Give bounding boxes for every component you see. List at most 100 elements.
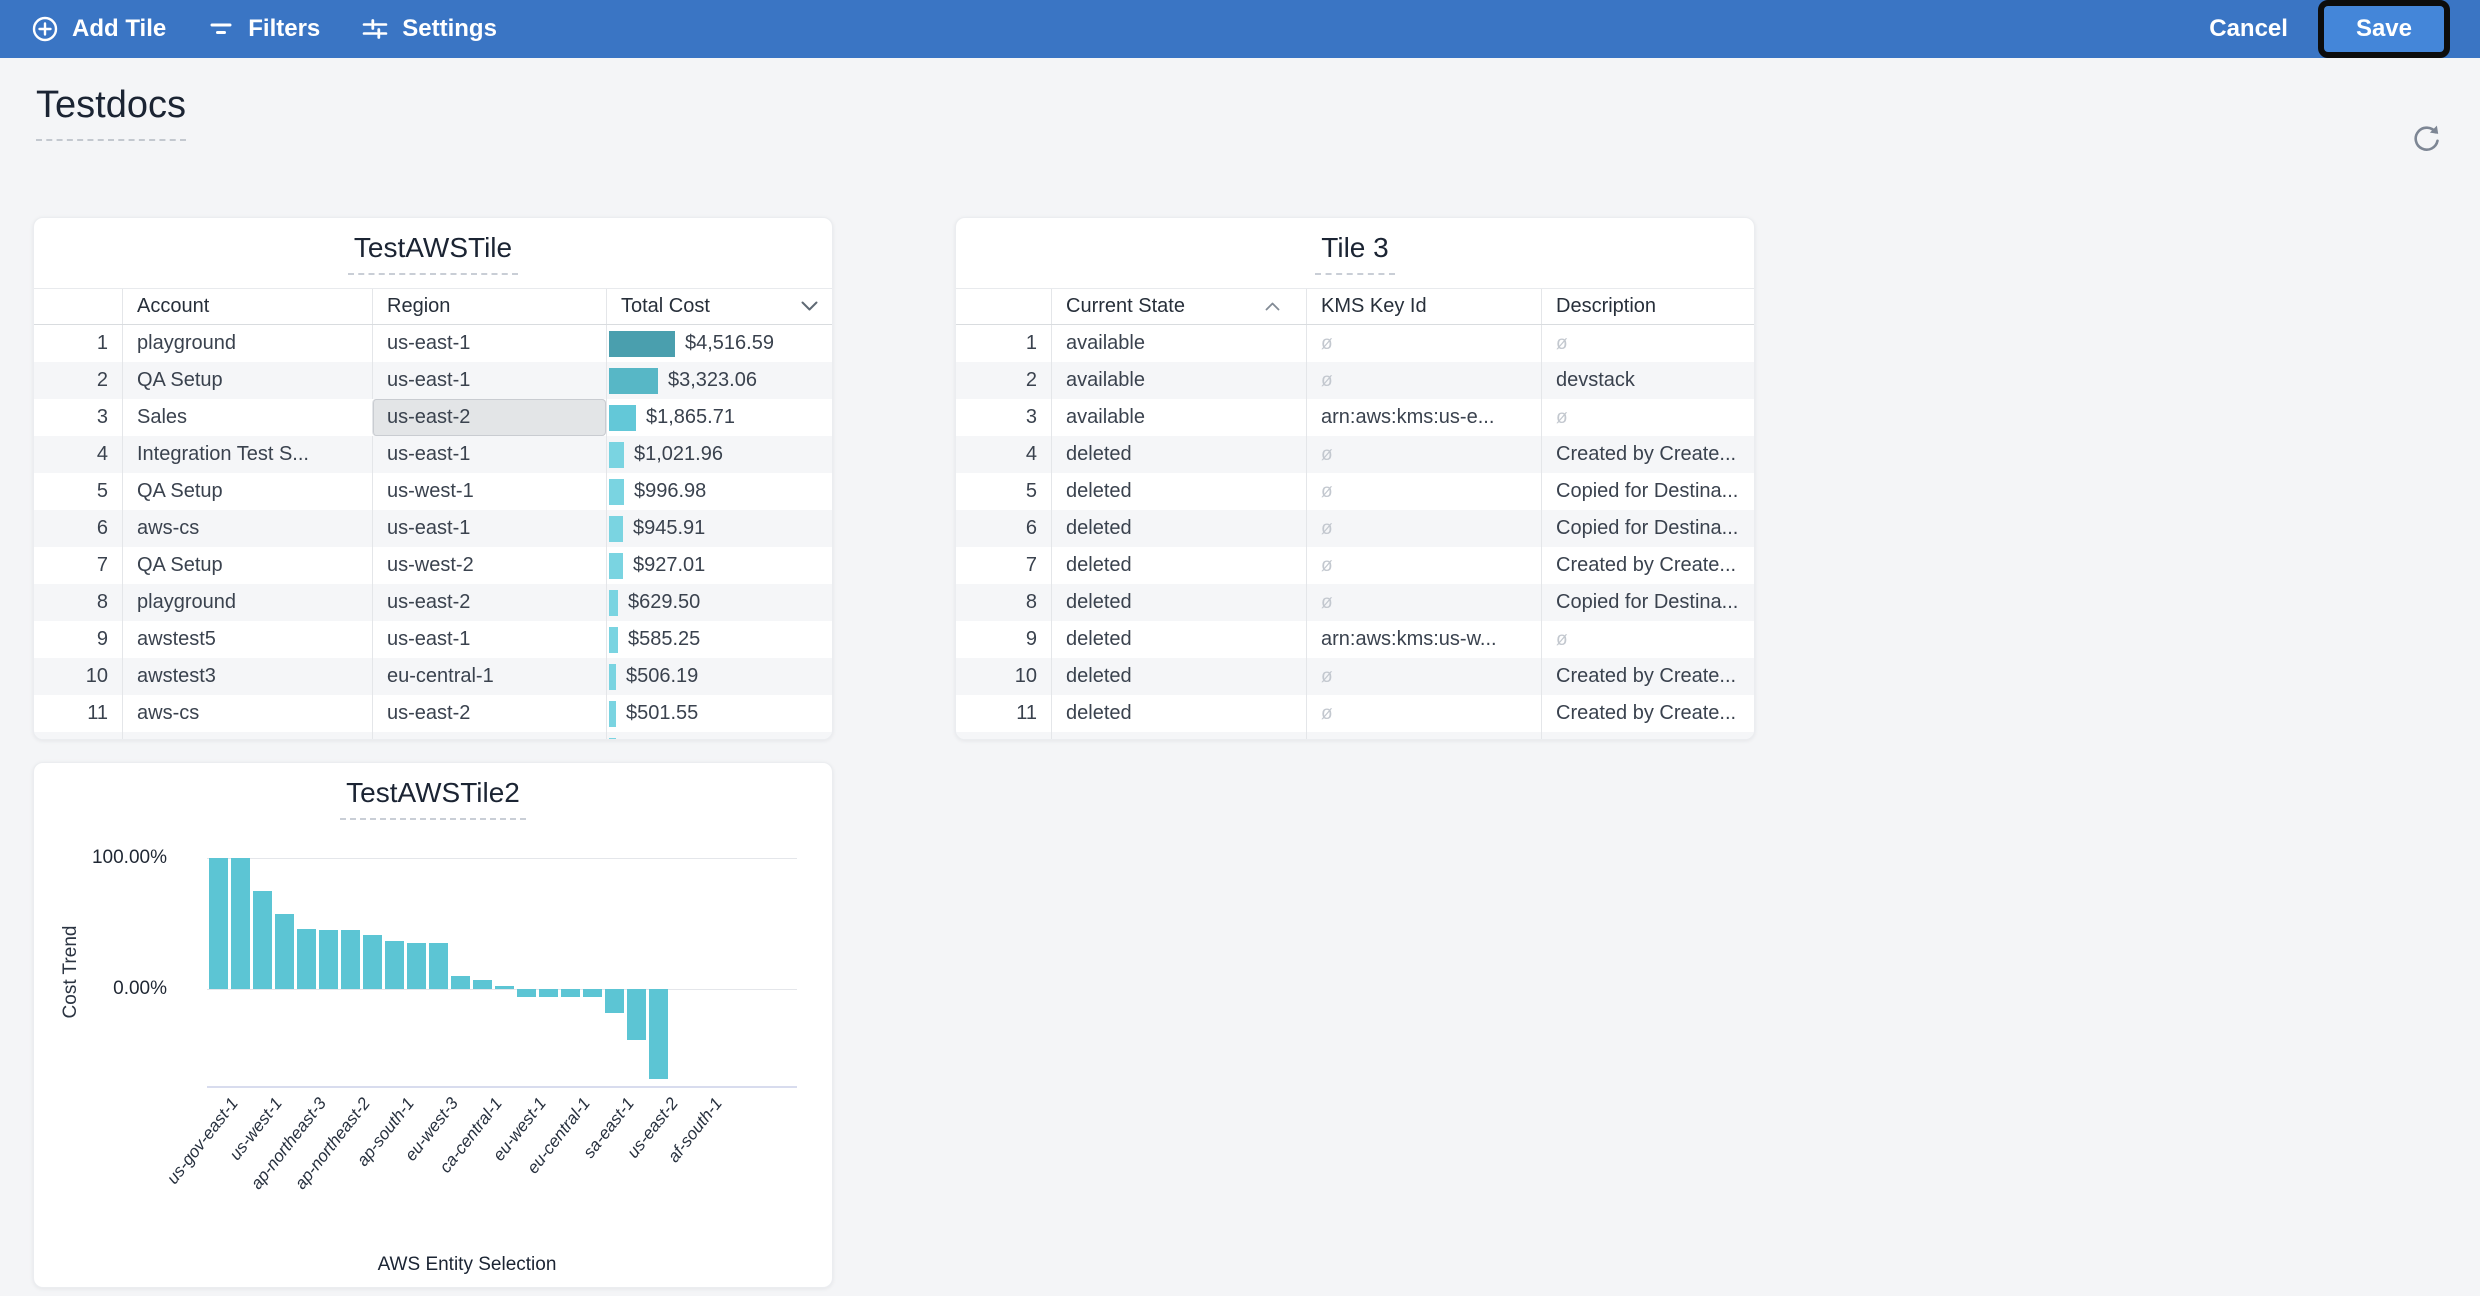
chevron-down-icon[interactable] — [801, 301, 818, 312]
chart-bar[interactable] — [649, 989, 668, 1080]
chart-bar[interactable] — [231, 858, 250, 989]
chart-bar[interactable] — [407, 943, 426, 989]
chart-bar[interactable] — [451, 975, 470, 989]
cell-total-cost[interactable]: $996.98 — [606, 473, 832, 510]
cell-account[interactable]: playground — [122, 325, 372, 362]
chart-bar[interactable] — [341, 930, 360, 989]
column-header-kms-key-id[interactable]: KMS Key Id — [1306, 289, 1541, 324]
chart-bar[interactable] — [429, 943, 448, 989]
cell-desc[interactable]: ø — [1541, 325, 1754, 362]
cell-state[interactable]: available — [1051, 362, 1306, 399]
tile2-title[interactable]: Tile 3 — [1315, 232, 1395, 275]
add-tile-button[interactable]: Add Tile — [30, 14, 166, 44]
column-header-account[interactable]: Account — [122, 289, 372, 324]
cell-account[interactable]: QA Setup — [122, 473, 372, 510]
cell-desc[interactable]: ø — [1541, 399, 1754, 436]
cell-desc[interactable] — [1541, 732, 1754, 739]
chart-bar[interactable] — [605, 989, 624, 1013]
cell-desc[interactable]: ø — [1541, 621, 1754, 658]
page-title[interactable]: Testdocs — [36, 84, 186, 141]
cell-total-cost[interactable]: $927.01 — [606, 547, 832, 584]
chart-bar[interactable] — [495, 986, 514, 989]
cell-account[interactable] — [122, 732, 372, 739]
cancel-button[interactable]: Cancel — [2209, 15, 2288, 42]
cell-state[interactable]: available — [1051, 325, 1306, 362]
cell-desc[interactable]: Copied for Destina... — [1541, 584, 1754, 621]
cell-account[interactable]: playground — [122, 584, 372, 621]
chart-bar[interactable] — [583, 989, 602, 997]
chart-bar[interactable] — [517, 989, 536, 997]
cell-state[interactable]: deleted — [1051, 436, 1306, 473]
refresh-button[interactable] — [2410, 122, 2442, 157]
cell-total-cost[interactable]: $1,865.71 — [606, 399, 832, 436]
cell-region[interactable]: us-east-2 — [372, 695, 606, 732]
cell-account[interactable]: aws-cs — [122, 510, 372, 547]
tile1-title[interactable]: TestAWSTile — [347, 232, 519, 275]
chart-bar[interactable] — [319, 930, 338, 989]
cell-state[interactable]: deleted — [1051, 510, 1306, 547]
cell-region[interactable]: us-east-2 — [372, 399, 606, 436]
cell-desc[interactable]: Created by Create... — [1541, 436, 1754, 473]
cell-state[interactable] — [1051, 732, 1306, 739]
cell-region[interactable]: eu-central-1 — [372, 658, 606, 695]
cell-total-cost[interactable]: $4,516.59 — [606, 325, 832, 362]
cell-total-cost[interactable]: $945.91 — [606, 510, 832, 547]
cell-state[interactable]: deleted — [1051, 621, 1306, 658]
cell-state[interactable]: deleted — [1051, 547, 1306, 584]
chart-bar[interactable] — [363, 935, 382, 989]
chart-bar[interactable] — [385, 940, 404, 989]
cell-kms[interactable]: arn:aws:kms:us-e... — [1306, 399, 1541, 436]
cell-desc[interactable]: devstack — [1541, 362, 1754, 399]
cell-account[interactable]: awstest5 — [122, 621, 372, 658]
cell-account[interactable]: QA Setup — [122, 362, 372, 399]
chart-bar[interactable] — [627, 989, 646, 1041]
cell-kms[interactable]: ø — [1306, 695, 1541, 732]
column-header-region[interactable]: Region — [372, 289, 606, 324]
cell-desc[interactable]: Copied for Destina... — [1541, 473, 1754, 510]
cell-region[interactable]: us-east-1 — [372, 621, 606, 658]
chart-bar[interactable] — [473, 979, 492, 989]
cell-region[interactable]: us-east-1 — [372, 436, 606, 473]
chart-bar[interactable] — [209, 858, 228, 989]
cell-region[interactable]: us-east-1 — [372, 362, 606, 399]
filters-button[interactable]: Filters — [206, 14, 320, 44]
cell-kms[interactable]: ø — [1306, 547, 1541, 584]
cell-kms[interactable]: ø — [1306, 436, 1541, 473]
cell-account[interactable]: Sales — [122, 399, 372, 436]
cell-state[interactable]: available — [1051, 399, 1306, 436]
cell-desc[interactable]: Copied for Destina... — [1541, 510, 1754, 547]
cell-kms[interactable]: ø — [1306, 584, 1541, 621]
cell-kms[interactable]: ø — [1306, 473, 1541, 510]
tile3-title[interactable]: TestAWSTile2 — [340, 777, 526, 820]
cell-state[interactable]: deleted — [1051, 473, 1306, 510]
cell-state[interactable]: deleted — [1051, 584, 1306, 621]
column-header-description[interactable]: Description — [1541, 289, 1754, 324]
cell-region[interactable]: us-east-2 — [372, 584, 606, 621]
cell-region[interactable]: us-east-1 — [372, 325, 606, 362]
cell-kms[interactable]: ø — [1306, 658, 1541, 695]
chart-bar[interactable] — [253, 890, 272, 989]
cell-kms[interactable]: ø — [1306, 510, 1541, 547]
cell-total-cost[interactable]: $585.25 — [606, 621, 832, 658]
chart-bar[interactable] — [539, 989, 558, 997]
cell-region[interactable]: us-west-2 — [372, 547, 606, 584]
cell-account[interactable]: awstest3 — [122, 658, 372, 695]
cell-total-cost[interactable]: $1,021.96 — [606, 436, 832, 473]
cell-region[interactable]: us-east-1 — [372, 510, 606, 547]
cell-kms[interactable]: arn:aws:kms:us-w... — [1306, 621, 1541, 658]
cell-region[interactable]: us-west-1 — [372, 473, 606, 510]
chart-bar[interactable] — [275, 914, 294, 989]
cell-desc[interactable]: Created by Create... — [1541, 547, 1754, 584]
cell-total-cost[interactable]: $506.19 — [606, 658, 832, 695]
cell-kms[interactable] — [1306, 732, 1541, 739]
chevron-up-icon[interactable] — [1265, 302, 1280, 311]
column-header-total-cost[interactable]: Total Cost — [606, 289, 832, 324]
column-header-current-state[interactable]: Current State — [1051, 289, 1306, 324]
cell-account[interactable]: aws-cs — [122, 695, 372, 732]
chart-bar[interactable] — [561, 989, 580, 997]
cell-region[interactable] — [372, 732, 606, 739]
cell-account[interactable]: Integration Test S... — [122, 436, 372, 473]
cell-account[interactable]: QA Setup — [122, 547, 372, 584]
save-button[interactable]: Save — [2323, 6, 2444, 52]
cell-desc[interactable]: Created by Create... — [1541, 695, 1754, 732]
